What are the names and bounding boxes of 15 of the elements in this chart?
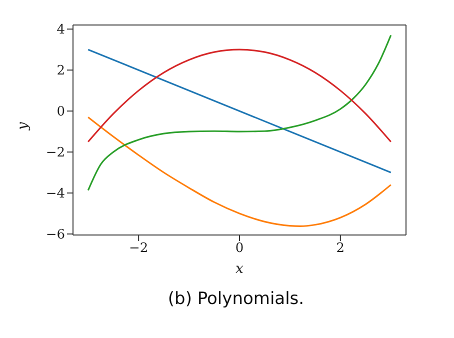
y-tick-label: 4: [56, 22, 65, 38]
line-series: [87, 34, 392, 192]
x-tick-label: 0: [235, 241, 244, 256]
y-tick-label: 0: [56, 104, 65, 120]
x-tick-label: −2: [129, 241, 148, 256]
line-series: [87, 48, 392, 143]
x-tick-label: 2: [336, 241, 345, 256]
x-axis-title: x: [236, 261, 244, 277]
y-axis-title: y: [14, 121, 31, 131]
y-tick-label: −6: [46, 228, 65, 243]
y-tick-label: −2: [46, 146, 65, 161]
text: (b) Polynomials.: [166, 289, 306, 309]
line-series: [87, 116, 392, 227]
y-tick-label: 2: [56, 64, 65, 79]
y-tick-label: −4: [46, 186, 65, 202]
